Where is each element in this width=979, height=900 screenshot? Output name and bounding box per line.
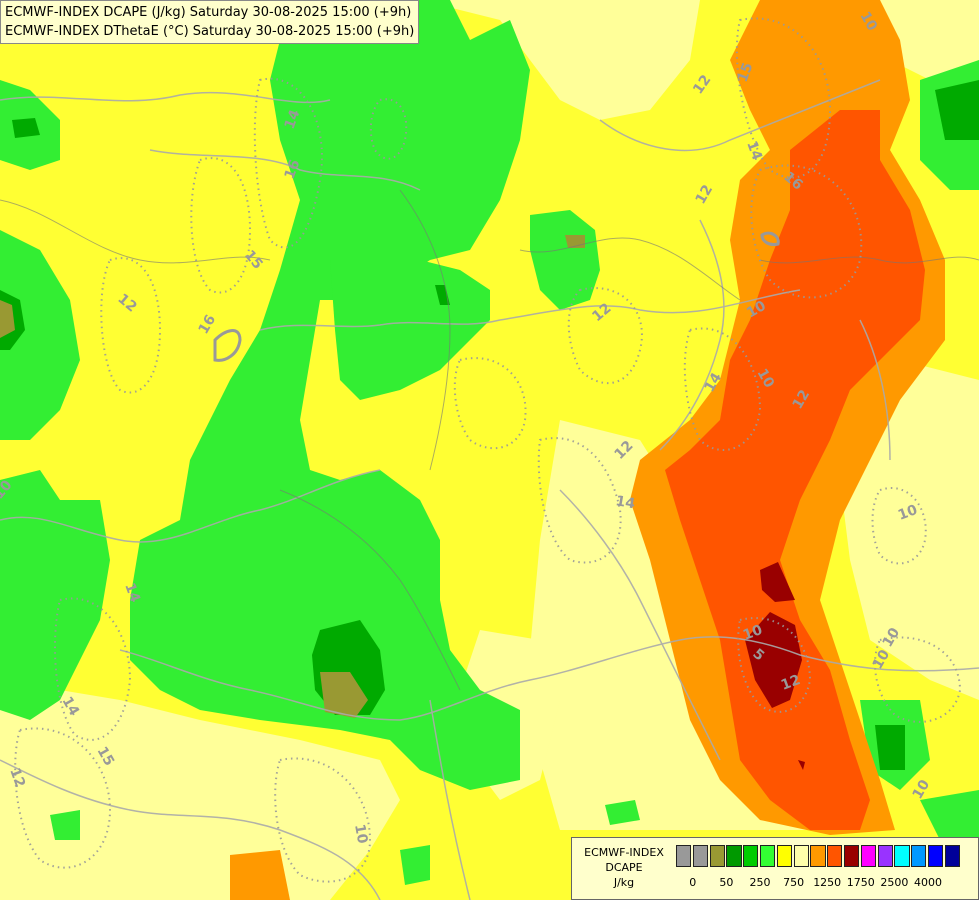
legend-title: ECMWF-INDEX DCAPE J/kg xyxy=(576,845,672,890)
contour-label: 14 xyxy=(614,493,636,512)
contour-label: 12 xyxy=(779,672,803,694)
contours xyxy=(14,17,962,883)
legend-tick-label: 1250 xyxy=(813,876,842,889)
contour-label: 15 xyxy=(735,61,757,85)
legend-swatch xyxy=(843,845,860,867)
contour-label: 14 xyxy=(282,107,304,131)
legend-tick-label: 2500 xyxy=(880,876,909,889)
contour-label: 16 xyxy=(282,158,304,182)
contour-label: 14 xyxy=(121,581,143,605)
title-dthetae: ECMWF-INDEX DThetaE (°C) Saturday 30-08-… xyxy=(5,24,415,39)
legend-swatch xyxy=(827,845,843,867)
legend-swatch xyxy=(759,845,776,867)
contour-label: 12 xyxy=(6,766,28,790)
legend-title-field: DCAPE xyxy=(605,861,643,874)
legend-swatch xyxy=(709,845,725,867)
legend-swatch xyxy=(743,845,759,867)
legend-title-model: ECMWF-INDEX xyxy=(584,846,664,859)
contour-label: 10 xyxy=(741,622,765,644)
legend-tick-label: 50 xyxy=(719,876,734,889)
legend-swatch xyxy=(692,845,709,867)
dark-red-areas xyxy=(745,562,805,770)
legend-tick-label: 4000 xyxy=(914,876,942,889)
legend-swatch xyxy=(860,845,877,867)
legend-ticks: 0 50 250 750 1250 1750 2500 4000 xyxy=(676,876,966,890)
legend-swatch xyxy=(726,845,742,867)
legend-swatch xyxy=(944,845,961,867)
legend-swatch xyxy=(676,845,692,867)
map-title-box: ECMWF-INDEX DCAPE (J/kg) Saturday 30-08-… xyxy=(0,0,420,44)
legend-swatch xyxy=(927,845,944,867)
olive-areas xyxy=(0,235,585,718)
legend-swatch xyxy=(793,845,809,867)
grey-outline xyxy=(213,231,780,362)
legend-swatch xyxy=(877,845,893,867)
legend-swatch xyxy=(911,845,927,867)
legend-swatch xyxy=(776,845,793,867)
rivers xyxy=(0,189,979,691)
legend-tick-label: 1750 xyxy=(846,876,875,889)
legend-tick-label: 750 xyxy=(783,876,805,889)
borders xyxy=(0,79,979,900)
legend-swatches xyxy=(676,845,962,867)
legend-swatch xyxy=(894,845,910,867)
legend-swatch xyxy=(810,845,826,867)
title-dcape: ECMWF-INDEX DCAPE (J/kg) Saturday 30-08-… xyxy=(5,5,412,20)
legend-tick-label: 250 xyxy=(749,876,771,889)
legend-tick-label: 0 xyxy=(689,876,697,889)
red-orange-areas xyxy=(665,110,925,830)
contour-label: 14 xyxy=(743,139,765,163)
color-legend: ECMWF-INDEX DCAPE J/kg 0 50 250 750 1250 1750… xyxy=(571,837,979,900)
contour-label: 10 xyxy=(351,823,370,845)
legend-title-unit: J/kg xyxy=(613,876,635,889)
contour-label: 10 xyxy=(896,502,920,524)
